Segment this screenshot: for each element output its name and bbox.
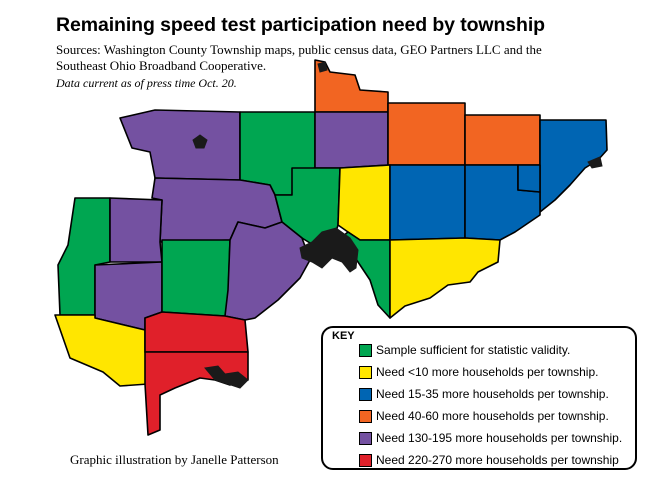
township-purple-south-center (224, 221, 311, 321)
legend-item-purple: Need 130-195 more households per townshi… (359, 430, 622, 446)
legend-label: Need 40-60 more households per township. (376, 409, 609, 423)
dateline-note: Data current as of press time Oct. 20. (56, 76, 237, 90)
yellow-square-icon (359, 365, 372, 379)
legend-label: Sample sufficient for statistic validity… (376, 343, 571, 357)
legend-title: KEY (332, 330, 355, 342)
township-orange-north-east-a (387, 102, 466, 166)
legend-label: Need 220-270 more households per townshi… (376, 453, 619, 467)
township-blue-east-small (517, 164, 541, 193)
map-legend: KEY Sample sufficient for statistic vali… (321, 326, 637, 470)
purple-square-icon (359, 431, 372, 445)
city-top-small (317, 61, 328, 73)
township-purple-west (109, 197, 163, 263)
sources-note: Sources: Washington County Township maps… (56, 42, 542, 73)
city-north-small (192, 134, 208, 149)
township-purple-north-center (314, 111, 389, 169)
township-green-southwest-center (161, 239, 231, 317)
township-red-lower (144, 351, 249, 436)
legend-item-yellow: Need <10 more households per township. (359, 364, 598, 380)
legend-label: Need 15-35 more households per township. (376, 387, 609, 401)
red-square-icon (359, 453, 372, 467)
legend-label: Need <10 more households per township. (376, 365, 599, 379)
township-red-upper (144, 311, 249, 353)
city-belpre (204, 365, 249, 389)
township-purple-northwest (119, 109, 241, 181)
township-yellow-southeast (389, 237, 501, 319)
legend-item-green: Sample sufficient for statistic validity… (359, 342, 570, 358)
green-square-icon (359, 343, 372, 357)
township-yellow-center (337, 164, 391, 241)
legend-item-red: Need 220-270 more households per townshi… (359, 452, 619, 468)
blue-square-icon (359, 387, 372, 401)
graphic-credit: Graphic illustration by Janelle Patterso… (70, 452, 279, 467)
city-northeast-small (587, 156, 603, 169)
township-orange-north-east-b (464, 114, 541, 166)
legend-item-orange: Need 40-60 more households per township. (359, 408, 609, 424)
legend-label: Need 130-195 more households per townshi… (376, 431, 623, 445)
orange-square-icon (359, 409, 372, 423)
map-title: Remaining speed test participation need … (56, 14, 545, 36)
township-blue-center-a (389, 164, 466, 241)
legend-item-blue: Need 15-35 more households per township. (359, 386, 609, 402)
city-marietta (299, 227, 359, 273)
